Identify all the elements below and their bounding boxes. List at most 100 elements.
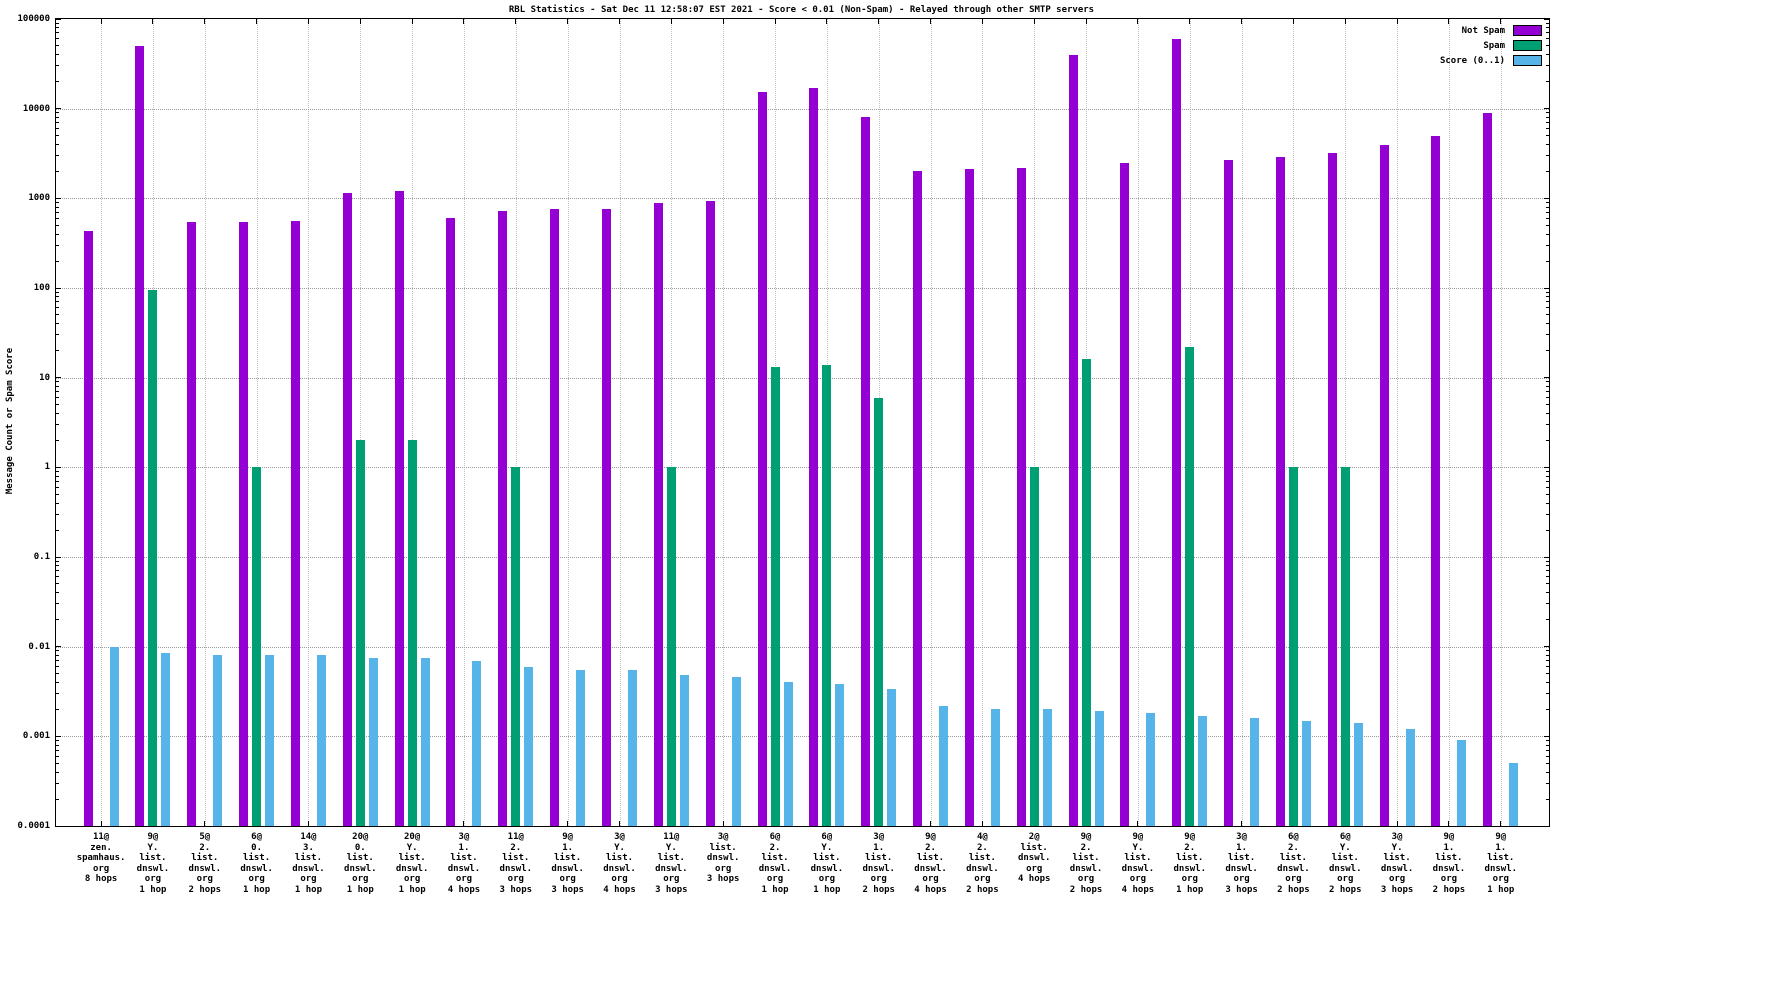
x-tick-mark — [411, 19, 413, 24]
y-tick-mark — [56, 260, 59, 262]
y-tick-mark — [56, 782, 59, 784]
x-tick-mark — [619, 19, 620, 24]
y-tick-mark — [1546, 224, 1549, 226]
x-tick-label: 20@ 0. list. dnswl. org 1 hop — [344, 832, 377, 895]
x-tick-mark — [1448, 821, 1450, 826]
y-tick-mark — [1546, 693, 1549, 695]
bar-score — [576, 669, 586, 826]
y-tick-mark — [56, 560, 59, 562]
x-tick-mark — [1448, 19, 1450, 24]
x-tick-mark — [774, 19, 776, 24]
y-tick-label: 0.001 — [22, 731, 50, 742]
y-tick-mark — [1544, 197, 1549, 199]
bar-spam — [355, 440, 365, 826]
bar-score — [1094, 711, 1104, 826]
y-tick-mark — [1546, 170, 1549, 172]
gridline-vertical — [1293, 19, 1295, 826]
y-tick-mark — [56, 825, 61, 827]
y-tick-mark — [56, 45, 59, 47]
x-tick-mark — [1137, 821, 1139, 826]
y-tick-mark — [1546, 206, 1549, 208]
y-tick-mark — [56, 513, 59, 515]
y-tick-mark — [56, 27, 59, 29]
y-tick-mark — [56, 654, 59, 656]
y-tick-mark — [1544, 646, 1549, 648]
gridline-horizontal — [56, 288, 1549, 289]
y-tick-mark — [1546, 570, 1549, 572]
y-tick-mark — [1546, 211, 1549, 213]
legend-item-score: Score (0..1) — [1440, 54, 1542, 69]
y-tick-mark — [56, 307, 59, 309]
x-tick-label: 3@ list. dnswl. org 3 hops — [706, 832, 740, 884]
bar-not-spam — [83, 231, 93, 826]
x-tick-label: 11@ zen. spamhaus. org 8 hops — [76, 832, 126, 884]
bar-spam — [770, 367, 780, 826]
gridline-vertical — [256, 19, 258, 826]
bar-spam — [666, 467, 676, 826]
bar-not-spam — [187, 221, 197, 826]
y-tick-mark — [56, 170, 59, 172]
y-tick-mark — [56, 287, 61, 289]
x-tick-label: 3@ Y. list. dnswl. org 3 hops — [1380, 832, 1414, 895]
y-tick-mark — [56, 570, 59, 572]
y-tick-mark — [56, 681, 59, 683]
y-tick-mark — [1546, 529, 1549, 531]
bar-not-spam — [1275, 156, 1285, 826]
y-tick-mark — [1546, 762, 1549, 764]
x-tick-label: 9@ 1. list. dnswl. org 3 hops — [551, 832, 584, 895]
y-tick-mark — [1546, 592, 1549, 594]
bar-score — [161, 653, 171, 826]
y-tick-mark — [1546, 439, 1549, 441]
y-tick-mark — [1546, 470, 1549, 472]
x-tick-mark — [1396, 19, 1398, 24]
y-tick-mark — [1546, 771, 1549, 773]
bar-score — [1042, 709, 1052, 826]
y-tick-mark — [56, 673, 59, 675]
legend-label-spam: Spam — [1483, 41, 1505, 51]
y-tick-mark — [1546, 565, 1549, 567]
y-tick-label: 1000 — [28, 193, 50, 204]
y-tick-mark — [1546, 739, 1549, 741]
bar-not-spam — [135, 46, 145, 826]
legend-item-not-spam: Not Spam — [1440, 24, 1542, 39]
y-tick-mark — [1546, 650, 1549, 652]
bar-not-spam — [394, 191, 404, 826]
y-tick-mark — [56, 424, 59, 426]
y-tick-mark — [56, 646, 61, 648]
chart-title: RBL Statistics - Sat Dec 11 12:58:07 EST… — [508, 5, 1095, 15]
x-tick-mark — [307, 821, 309, 826]
gridline-vertical — [1500, 19, 1502, 826]
bar-score — [1405, 729, 1415, 826]
y-tick-mark — [56, 350, 59, 352]
bar-not-spam — [1224, 159, 1234, 826]
x-tick-label: 9@ Y. list. dnswl. org 1 hop — [136, 832, 170, 895]
y-tick-mark — [56, 556, 61, 558]
x-tick-label: 2@ list. dnswl. org 4 hops — [1017, 832, 1051, 884]
legend-swatch-spam — [1513, 40, 1542, 51]
y-tick-mark — [1546, 54, 1549, 56]
bar-not-spam — [1483, 112, 1493, 826]
y-tick-mark — [56, 65, 59, 67]
y-tick-mark — [56, 650, 59, 652]
x-tick-mark — [1500, 19, 1502, 24]
y-tick-mark — [56, 739, 59, 741]
gridline-vertical — [308, 19, 310, 826]
y-tick-mark — [56, 32, 59, 34]
gridline-vertical — [619, 19, 621, 826]
bar-score — [265, 655, 275, 826]
y-tick-mark — [56, 18, 61, 20]
bar-not-spam — [550, 209, 560, 826]
bar-not-spam — [239, 221, 249, 826]
y-tick-mark — [1546, 798, 1549, 800]
x-tick-label: 9@ 2. list. dnswl. org 4 hops — [914, 832, 947, 895]
y-tick-mark — [1546, 217, 1549, 219]
x-tick-label: 6@ Y. list. dnswl. org 2 hops — [1329, 832, 1362, 895]
x-tick-label: 14@ 3. list. dnswl. org 1 hop — [292, 832, 325, 895]
x-tick-label: 20@ Y. list. dnswl. org 1 hop — [395, 832, 429, 895]
x-tick-label: 11@ Y. list. dnswl. org 3 hops — [655, 832, 688, 895]
x-tick-label: 9@ 1. list. dnswl. org 1 hop — [1484, 832, 1518, 895]
y-tick-mark — [56, 377, 61, 379]
y-tick-mark — [1546, 296, 1549, 298]
x-tick-label: 3@ 1. list. dnswl. org 2 hops — [862, 832, 895, 895]
y-tick-mark — [1546, 404, 1549, 406]
